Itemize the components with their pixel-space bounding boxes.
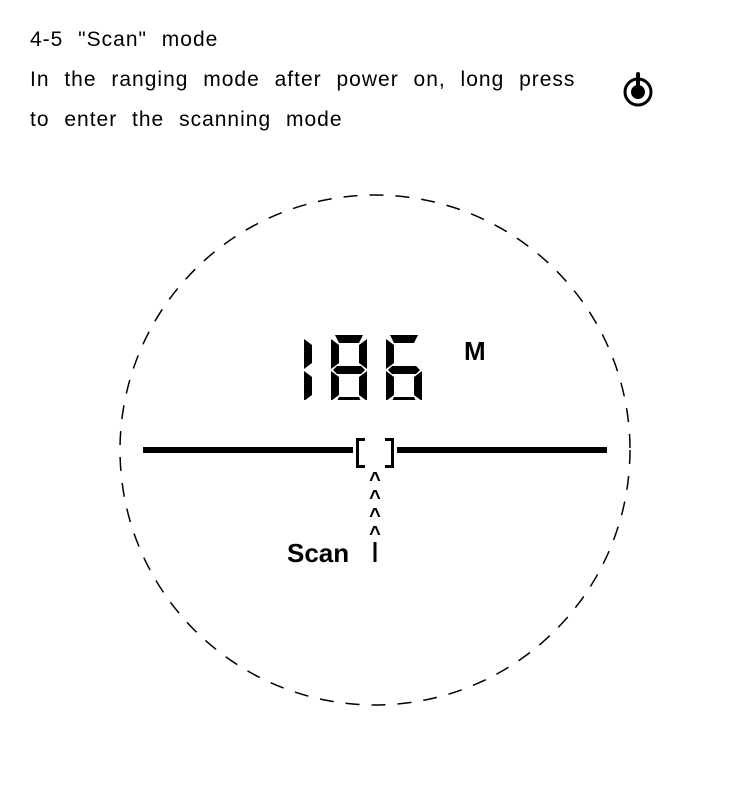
distance-unit: M xyxy=(464,336,486,367)
crosshair-line-left xyxy=(143,447,353,453)
section-heading: 4-5 "Scan" mode xyxy=(30,28,218,51)
instruction-line-2: to enter the scanning mode xyxy=(30,108,343,131)
scan-mode-label: Scan xyxy=(287,538,349,569)
caret-mark: ^ xyxy=(369,524,381,544)
aim-bracket-left xyxy=(356,438,365,468)
instruction-line-1: In the ranging mode after power on, long… xyxy=(30,68,575,91)
crosshair-line-right xyxy=(397,447,607,453)
instruction-text: 4-5 "Scan" mode In the ranging mode afte… xyxy=(30,20,720,140)
distance-readout: M xyxy=(115,330,635,400)
viewfinder-diagram: M ^ ^ ^ ^ Scan xyxy=(115,190,635,710)
power-icon xyxy=(620,72,656,108)
distance-digits xyxy=(264,330,444,400)
aim-bracket-right xyxy=(385,438,394,468)
vertical-tick xyxy=(374,542,377,562)
